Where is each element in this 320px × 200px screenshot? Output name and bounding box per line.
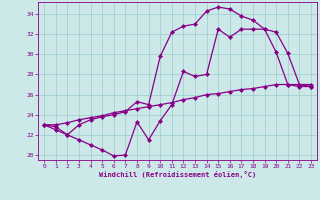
X-axis label: Windchill (Refroidissement éolien,°C): Windchill (Refroidissement éolien,°C) xyxy=(99,171,256,178)
